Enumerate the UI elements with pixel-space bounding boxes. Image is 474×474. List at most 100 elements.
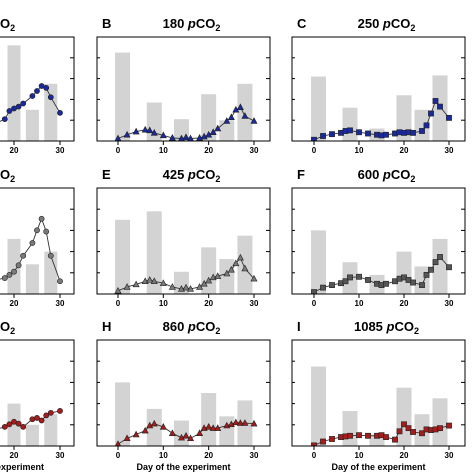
data-point — [236, 253, 244, 261]
data-point — [15, 420, 22, 427]
panel-title: 250 pCO2 — [358, 16, 416, 33]
panel-title-co: CO — [391, 16, 411, 31]
x-tick-label: 0 — [312, 299, 317, 308]
panel-g: 20 30 O2 Day of the experiment — [0, 319, 75, 472]
panel-title-p: p — [382, 167, 391, 182]
data-point — [214, 124, 222, 132]
panel-d: 20 30 O2 — [0, 167, 75, 308]
x-tick-label: 20 — [400, 146, 409, 155]
data-point — [446, 422, 452, 429]
bar — [115, 382, 131, 446]
bar — [342, 411, 358, 446]
bar — [44, 414, 58, 446]
panel-title: O2 — [0, 167, 15, 184]
x-tick-label: 30 — [56, 451, 65, 460]
bar — [219, 416, 235, 446]
panel-frame — [291, 36, 466, 142]
data-point — [329, 282, 335, 288]
data-point — [250, 274, 258, 282]
data-point — [168, 134, 176, 141]
x-tick-label: 30 — [445, 299, 454, 308]
data-point — [123, 283, 131, 290]
panel-frame — [291, 339, 466, 447]
data-point — [209, 128, 217, 135]
bar — [25, 109, 39, 141]
data-point — [132, 430, 140, 438]
panel-inner — [0, 45, 63, 141]
bar — [115, 52, 131, 141]
data-point — [43, 412, 50, 419]
data-point — [428, 266, 434, 273]
x-tick-label: 30 — [56, 146, 65, 155]
panel-inner — [114, 382, 258, 446]
panel-title-co: CO — [196, 16, 216, 31]
series-line — [117, 106, 255, 139]
data-point — [47, 409, 54, 416]
data-point — [1, 423, 8, 430]
data-point — [209, 424, 217, 431]
data-point — [29, 240, 36, 246]
panel-title-subscript: 2 — [215, 174, 220, 184]
bar — [414, 266, 430, 294]
data-point — [311, 136, 317, 141]
data-point — [241, 112, 249, 119]
data-point — [34, 415, 40, 421]
series-line — [0, 85, 61, 122]
data-point — [423, 271, 430, 278]
series-line — [0, 217, 61, 282]
data-point — [1, 116, 8, 123]
data-point — [57, 109, 63, 116]
data-point — [365, 432, 371, 439]
data-point — [356, 129, 362, 136]
data-point — [401, 421, 407, 428]
data-point — [150, 129, 158, 136]
panel-frame — [291, 187, 466, 295]
bar — [369, 434, 385, 446]
x-tick-label: 30 — [250, 451, 259, 460]
data-point — [347, 432, 353, 439]
data-point — [423, 122, 430, 129]
panel-title-number: 250 — [358, 16, 383, 31]
data-point — [187, 434, 195, 442]
bar — [342, 107, 358, 141]
x-tick-label: 20 — [400, 299, 409, 308]
bar — [7, 238, 21, 294]
bar — [432, 398, 448, 446]
panel-letter: E — [102, 167, 111, 182]
panel-letter: B — [102, 16, 111, 31]
panel-title-number: 860 — [163, 319, 188, 334]
x-tick-label: 30 — [445, 146, 454, 155]
data-point — [47, 252, 54, 259]
data-point — [15, 262, 22, 269]
data-point — [6, 271, 13, 278]
data-point — [432, 98, 439, 104]
data-point — [123, 434, 131, 442]
data-point — [200, 132, 208, 140]
data-point — [159, 131, 167, 139]
data-point — [437, 103, 443, 110]
data-point — [392, 436, 398, 443]
data-point — [141, 125, 149, 133]
panel-a: 20 30 O2 — [0, 16, 75, 155]
panel-title-subscript: 2 — [10, 23, 15, 33]
bar — [44, 83, 58, 141]
panel-title-p: p — [187, 167, 196, 182]
data-point — [168, 283, 176, 290]
data-point — [232, 259, 240, 267]
data-point — [428, 110, 434, 117]
data-point — [347, 127, 353, 134]
panel-title: 180 pCO2 — [163, 16, 221, 33]
panel-title-co: CO — [196, 167, 216, 182]
bar — [115, 219, 131, 294]
data-point — [29, 93, 36, 99]
data-point — [205, 276, 213, 284]
data-point — [227, 420, 235, 428]
data-point — [383, 434, 389, 440]
data-point — [410, 279, 416, 286]
panel-title-o: O — [0, 319, 10, 334]
data-point — [236, 103, 244, 110]
data-point — [223, 117, 231, 124]
panel-title-subscript: 2 — [10, 326, 15, 336]
bar — [201, 247, 217, 294]
bar — [311, 230, 326, 294]
